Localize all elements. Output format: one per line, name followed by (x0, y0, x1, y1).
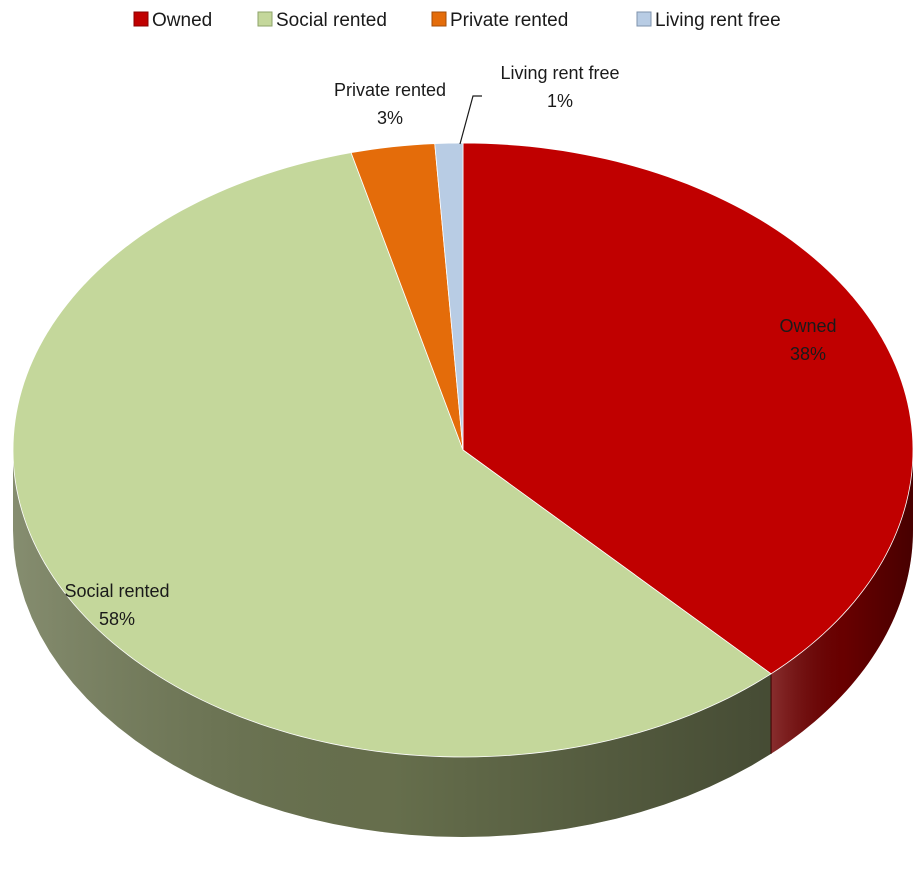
legend-item-social-rented[interactable]: Social rented (257, 10, 387, 31)
pie-slice-social-rented[interactable] (12, 152, 772, 758)
data-label-living-rent-free-name: Living rent free (500, 63, 619, 83)
data-label-living-rent-free-value: 1% (547, 91, 573, 111)
legend-swatch-social-rented (257, 11, 273, 27)
pie-slice-private-rented[interactable] (350, 143, 464, 451)
data-labels: Owned 38% Social rented 58% Private rent… (64, 63, 836, 629)
pie-slice-owned[interactable] (462, 142, 913, 675)
legend-label-social-rented: Social rented (276, 10, 387, 31)
legend-label-living-rent-free: Living rent free (655, 10, 781, 31)
pie-side-shading-owned (771, 450, 913, 754)
pie-sides (13, 450, 913, 837)
data-label-social-rented-name: Social rented (64, 581, 169, 601)
legend-item-owned[interactable]: Owned (133, 10, 212, 31)
data-label-owned-value: 38% (790, 344, 826, 364)
legend-label-owned: Owned (152, 10, 212, 31)
data-label-private-rented-value: 3% (377, 108, 403, 128)
legend-swatch-owned (133, 11, 149, 27)
legend-item-living-rent-free[interactable]: Living rent free (636, 10, 781, 31)
legend-label-private-rented: Private rented (450, 10, 568, 31)
leader-line-living-rent-free (459, 95, 482, 145)
legend-swatch-private-rented (431, 11, 447, 27)
legend-item-private-rented[interactable]: Private rented (431, 10, 568, 31)
data-label-social-rented-value: 58% (99, 609, 135, 629)
legend-swatch-living-rent-free (636, 11, 652, 27)
legend: Owned Social rented Private rented Livin… (133, 10, 781, 31)
pie-side-shading-social-rented (13, 450, 772, 837)
data-label-owned-name: Owned (779, 316, 836, 336)
data-label-private-rented-name: Private rented (334, 80, 446, 100)
pie-slices (12, 142, 913, 758)
